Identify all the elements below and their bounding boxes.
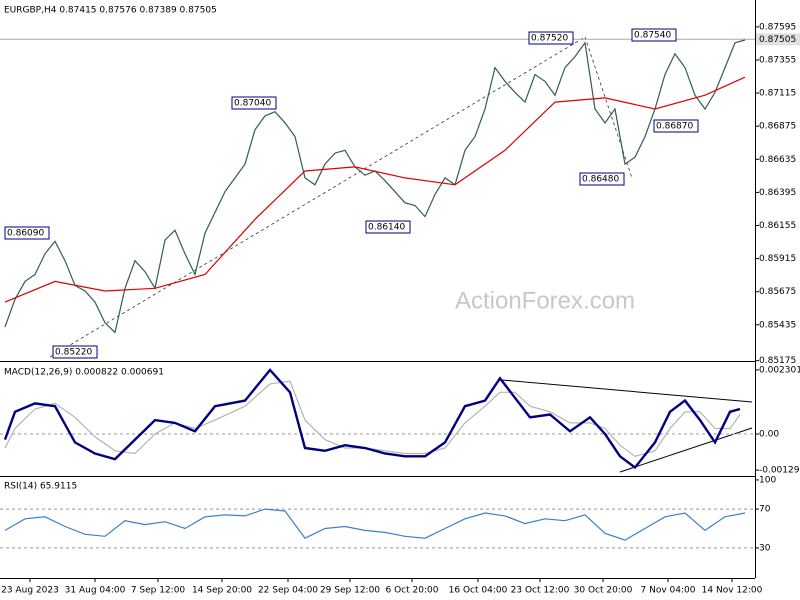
- series-line: [4, 380, 741, 457]
- y-tick-label: 0.85175: [759, 356, 796, 366]
- macd-trend-lines: [501, 379, 753, 473]
- price-label-box: [528, 31, 574, 45]
- price-label-box: [4, 226, 50, 240]
- y-tick-label: 0.86155: [759, 221, 796, 231]
- x-tick-label: 23 Oct 12:00: [511, 586, 570, 596]
- price-label-box: [231, 96, 277, 110]
- x-tick-label: 30 Oct 20:00: [574, 586, 633, 596]
- y-tick-label: 0.86635: [759, 155, 796, 165]
- x-tick-label: 7 Sep 12:00: [131, 586, 186, 596]
- panel-title: MACD(12,26,9) 0.000822 0.000691: [4, 368, 164, 378]
- y-tick-label: 0.86395: [759, 188, 796, 198]
- price-label-box: [579, 172, 625, 186]
- x-tick-label: 16 Oct 04:00: [449, 586, 508, 596]
- price-label: 0.87520: [531, 34, 568, 44]
- price-label: 0.87040: [234, 99, 271, 109]
- y-tick-label: 0.85675: [759, 287, 796, 297]
- price-label-box: [631, 28, 677, 42]
- price-label: 0.86090: [7, 229, 44, 239]
- price-label-box: [365, 220, 411, 234]
- price-label: 0.86870: [656, 122, 693, 132]
- last-price-box: [756, 33, 800, 46]
- price-label-box: [52, 345, 98, 359]
- y-tick-label: 0.87595: [759, 22, 796, 32]
- y-tick-label: 30: [759, 543, 771, 553]
- x-tick-label: 14 Sep 20:00: [192, 586, 252, 596]
- y-tick-label: 100: [759, 475, 776, 485]
- x-tick-label: 6 Oct 20:00: [386, 586, 439, 596]
- series-line: [4, 508, 746, 541]
- watermark: ActionForex.com: [455, 287, 635, 314]
- price-label-box: [653, 119, 699, 133]
- y-tick-label: -0.001295: [759, 466, 800, 476]
- trend-lines: [49, 36, 633, 358]
- panel-title: RSI(14) 65.9115: [4, 482, 77, 492]
- x-tick-label: 22 Sep 04:00: [258, 586, 318, 596]
- x-tick-label: 14 Nov 12:00: [702, 586, 763, 596]
- price-label: 0.86140: [368, 223, 405, 233]
- y-tick-label: 0.85435: [759, 320, 796, 330]
- x-tick-label: 7 Nov 04:00: [641, 586, 696, 596]
- y-tick-label: 0.85915: [759, 254, 796, 264]
- series-line: [4, 76, 746, 303]
- y-tick-label: 0.86875: [759, 122, 796, 132]
- price-label: 0.85220: [55, 348, 92, 358]
- x-tick-label: 31 Aug 04:00: [65, 586, 126, 596]
- y-tick-label: 0.87355: [759, 56, 796, 66]
- y-tick-label: 0.00: [759, 430, 779, 440]
- panel-title: EURGBP,H4 0.87415 0.87576 0.87389 0.8750…: [4, 6, 217, 16]
- y-tick-label: 70: [759, 505, 771, 515]
- x-tick-label: 23 Aug 2023: [1, 586, 59, 596]
- last-price-label: 0.87505: [759, 35, 796, 45]
- price-label: 0.87540: [634, 31, 671, 41]
- frame: [0, 0, 756, 579]
- x-tick-label: 29 Sep 12:00: [320, 586, 380, 596]
- price-label: 0.86480: [582, 175, 619, 185]
- y-tick-label: 0.002301: [759, 365, 800, 375]
- y-tick-label: 0.87115: [759, 89, 796, 99]
- series-line: [3, 368, 741, 470]
